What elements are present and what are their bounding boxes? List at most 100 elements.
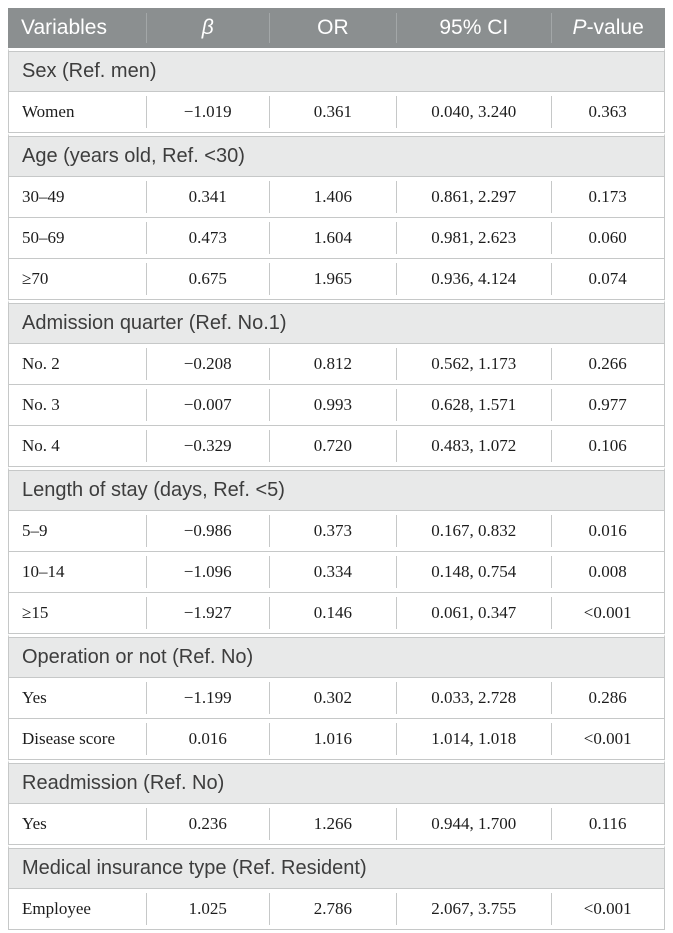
table-cell: 0.812 (269, 344, 397, 385)
regression-results-table: Variables β OR 95% CI P-value Sex (Ref. … (8, 8, 665, 930)
table-cell: 1.016 (269, 719, 397, 760)
section-header: Length of stay (days, Ref. <5) (8, 467, 665, 511)
table-cell: 1.604 (269, 218, 397, 259)
section-header: Admission quarter (Ref. No.1) (8, 300, 665, 344)
row-label: Employee (8, 889, 146, 930)
table-cell: <0.001 (551, 719, 665, 760)
column-header-or: OR (269, 8, 397, 48)
table-cell: 0.361 (269, 92, 397, 133)
table-cell: 0.861, 2.297 (396, 177, 552, 218)
table-cell: 0.173 (551, 177, 665, 218)
row-label: ≥15 (8, 593, 146, 634)
table-cell: 0.562, 1.173 (396, 344, 552, 385)
column-header-ci: 95% CI (396, 8, 552, 48)
table-cell: <0.001 (551, 593, 665, 634)
table-row: No. 2 −0.208 0.812 0.562, 1.173 0.266 (8, 344, 665, 385)
section-row: Length of stay (days, Ref. <5) (8, 467, 665, 511)
table-cell: 0.074 (551, 259, 665, 300)
row-label: No. 3 (8, 385, 146, 426)
section-header: Sex (Ref. men) (8, 48, 665, 92)
table-cell: 0.116 (551, 804, 665, 845)
table-cell: 0.483, 1.072 (396, 426, 552, 467)
table-cell: 0.341 (145, 177, 270, 218)
table-header-row: Variables β OR 95% CI P-value (8, 8, 665, 48)
table-cell: 0.033, 2.728 (396, 678, 552, 719)
table-cell: 0.334 (269, 552, 397, 593)
table-cell: 0.286 (551, 678, 665, 719)
column-header-beta: β (145, 8, 270, 48)
section-row: Operation or not (Ref. No) (8, 634, 665, 678)
table-cell: 1.266 (269, 804, 397, 845)
table-cell: 0.363 (551, 92, 665, 133)
table-cell: 0.167, 0.832 (396, 511, 552, 552)
table-row: 5–9 −0.986 0.373 0.167, 0.832 0.016 (8, 511, 665, 552)
table-row: Women −1.019 0.361 0.040, 3.240 0.363 (8, 92, 665, 133)
section-row: Admission quarter (Ref. No.1) (8, 300, 665, 344)
table-cell: 0.016 (551, 511, 665, 552)
table-row: 50–69 0.473 1.604 0.981, 2.623 0.060 (8, 218, 665, 259)
table-cell: 0.981, 2.623 (396, 218, 552, 259)
row-label: Yes (8, 678, 146, 719)
table-cell: 0.008 (551, 552, 665, 593)
table-cell: −1.199 (145, 678, 270, 719)
table-cell: 0.060 (551, 218, 665, 259)
table-cell: −0.329 (145, 426, 270, 467)
table-row: 10–14 −1.096 0.334 0.148, 0.754 0.008 (8, 552, 665, 593)
row-label: Disease score (8, 719, 146, 760)
table-cell: −0.208 (145, 344, 270, 385)
table-row: No. 3 −0.007 0.993 0.628, 1.571 0.977 (8, 385, 665, 426)
table-cell: 1.965 (269, 259, 397, 300)
section-row: Age (years old, Ref. <30) (8, 133, 665, 177)
table-cell: 0.302 (269, 678, 397, 719)
section-header: Operation or not (Ref. No) (8, 634, 665, 678)
table-cell: 0.373 (269, 511, 397, 552)
row-label: Yes (8, 804, 146, 845)
column-header-pvalue: P-value (551, 8, 665, 48)
section-row: Readmission (Ref. No) (8, 760, 665, 804)
table-cell: 1.025 (145, 889, 270, 930)
table-cell: 1.014, 1.018 (396, 719, 552, 760)
section-row: Sex (Ref. men) (8, 48, 665, 92)
table-cell: 0.266 (551, 344, 665, 385)
table-cell: 0.016 (145, 719, 270, 760)
row-label: 5–9 (8, 511, 146, 552)
table-cell: 0.977 (551, 385, 665, 426)
table-body: Sex (Ref. men) Women −1.019 0.361 0.040, 3.2… (8, 48, 665, 930)
table-cell: 0.993 (269, 385, 397, 426)
section-header: Age (years old, Ref. <30) (8, 133, 665, 177)
table-cell: −0.007 (145, 385, 270, 426)
table-cell: −1.096 (145, 552, 270, 593)
table-row: 30–49 0.341 1.406 0.861, 2.297 0.173 (8, 177, 665, 218)
row-label: No. 4 (8, 426, 146, 467)
section-header: Readmission (Ref. No) (8, 760, 665, 804)
table-row: Disease score 0.016 1.016 1.014, 1.018 <0.00… (8, 719, 665, 760)
table-cell: 0.236 (145, 804, 270, 845)
table-cell: 0.040, 3.240 (396, 92, 552, 133)
table-cell: 0.936, 4.124 (396, 259, 552, 300)
row-label: 50–69 (8, 218, 146, 259)
row-label: Women (8, 92, 146, 133)
table-row: ≥15 −1.927 0.146 0.061, 0.347 <0.001 (8, 593, 665, 634)
table-row: Employee 1.025 2.786 2.067, 3.755 <0.001 (8, 889, 665, 930)
row-label: ≥70 (8, 259, 146, 300)
row-label: No. 2 (8, 344, 146, 385)
table-cell: 2.786 (269, 889, 397, 930)
table-row: No. 4 −0.329 0.720 0.483, 1.072 0.106 (8, 426, 665, 467)
section-header: Medical insurance type (Ref. Resident) (8, 845, 665, 889)
table-cell: −1.019 (145, 92, 270, 133)
table-cell: 0.106 (551, 426, 665, 467)
table-row: Yes −1.199 0.302 0.033, 2.728 0.286 (8, 678, 665, 719)
section-row: Medical insurance type (Ref. Resident) (8, 845, 665, 889)
table-row: Yes 0.236 1.266 0.944, 1.700 0.116 (8, 804, 665, 845)
table-cell: 0.944, 1.700 (396, 804, 552, 845)
table-cell: 0.473 (145, 218, 270, 259)
table-cell: 0.148, 0.754 (396, 552, 552, 593)
table-cell: <0.001 (551, 889, 665, 930)
row-label: 10–14 (8, 552, 146, 593)
table-cell: 0.720 (269, 426, 397, 467)
table-cell: −0.986 (145, 511, 270, 552)
table-row: ≥70 0.675 1.965 0.936, 4.124 0.074 (8, 259, 665, 300)
table-cell: 0.628, 1.571 (396, 385, 552, 426)
table-cell: 1.406 (269, 177, 397, 218)
row-label: 30–49 (8, 177, 146, 218)
